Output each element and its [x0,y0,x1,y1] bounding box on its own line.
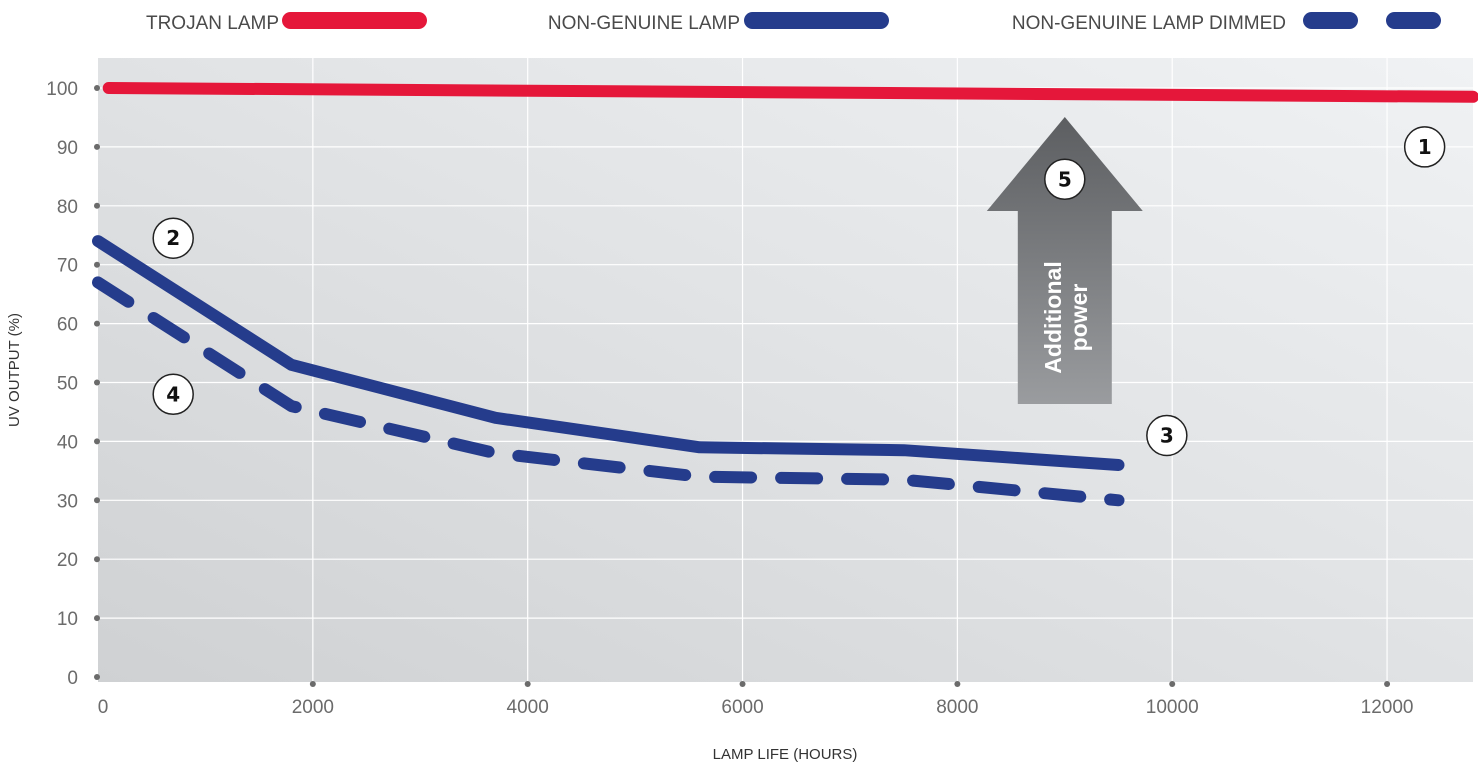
y-tick-label: 10 [57,609,78,630]
legend-label-non-genuine-lamp-dimmed: NON-GENUINE LAMP DIMMED [1012,13,1286,34]
y-tick-label: 80 [57,197,78,218]
x-tick-dot [309,681,316,687]
y-tick-label: 50 [57,374,78,395]
x-tick-dot [739,681,746,687]
y-tick-dot [94,320,100,327]
legend-label-non-genuine-lamp: NON-GENUINE LAMP [548,13,740,34]
x-tick-label: 0 [98,697,109,718]
annotation-marker-2: 2 [152,217,194,259]
x-tick-dot [954,681,961,687]
annotation-marker-4: 4 [152,373,194,416]
additional-power-label: Additional power [1040,261,1092,373]
svg-text:5: 5 [1058,167,1072,191]
x-tick-label: 12000 [1361,697,1414,718]
y-tick-dot [94,143,100,150]
y-tick-dot [94,497,100,504]
svg-text:1: 1 [1418,135,1432,159]
y-tick-label: 70 [57,256,78,277]
y-tick-dot [94,202,100,209]
y-axis-title: UV OUTPUT (%) [6,313,23,427]
x-tick-label: 4000 [507,697,549,718]
y-tick-label: 100 [46,79,78,100]
legend-label-trojan-lamp: TROJAN LAMP [146,13,279,34]
y-tick-dot [94,261,100,268]
y-tick-label: 60 [57,315,78,336]
legend-swatch-non-genuine-lamp [744,12,889,29]
legend-swatch-non-genuine-lamp-dimmed [1303,12,1358,29]
y-tick-dot [94,379,100,386]
y-tick-dot [94,674,100,680]
x-tick-dot [1384,681,1391,687]
y-tick-label: 0 [67,668,78,689]
legend-swatch-non-genuine-lamp-dimmed-2 [1386,12,1441,29]
legend-swatch-trojan-lamp [282,12,427,29]
y-tick-label: 90 [57,138,78,159]
x-tick-dot [1169,681,1176,687]
svg-text:3: 3 [1160,424,1174,448]
svg-text:4: 4 [166,382,180,406]
arrow-label-line1: Additional [1040,261,1066,373]
y-tick-label: 20 [57,550,78,571]
x-axis-title: LAMP LIFE (HOURS) [713,746,858,763]
x-tick-label: 8000 [936,697,978,718]
x-tick-dot [524,681,531,687]
annotation-marker-1: 1 [1403,126,1446,168]
annotation-marker-5: 5 [1044,158,1086,201]
y-tick-label: 40 [57,432,78,453]
series-line-trojan-lamp [102,82,1478,103]
series-line-non-genuine-lamp [92,235,1125,471]
y-tick-label: 30 [57,491,78,512]
y-tick-dot [94,615,100,622]
x-tick-label: 10000 [1146,697,1199,718]
y-tick-dot [94,438,100,445]
x-tick-label: 2000 [292,697,334,718]
y-tick-dot [94,556,100,563]
arrow-label-line2: power [1066,284,1092,352]
svg-text:2: 2 [166,226,180,250]
additional-power-arrow [986,117,1143,404]
annotation-marker-3: 3 [1146,414,1188,457]
series-line-non-genuine-lamp-dimmed [92,276,1125,507]
x-tick-label: 6000 [721,697,763,718]
y-tick-dot [94,85,100,91]
